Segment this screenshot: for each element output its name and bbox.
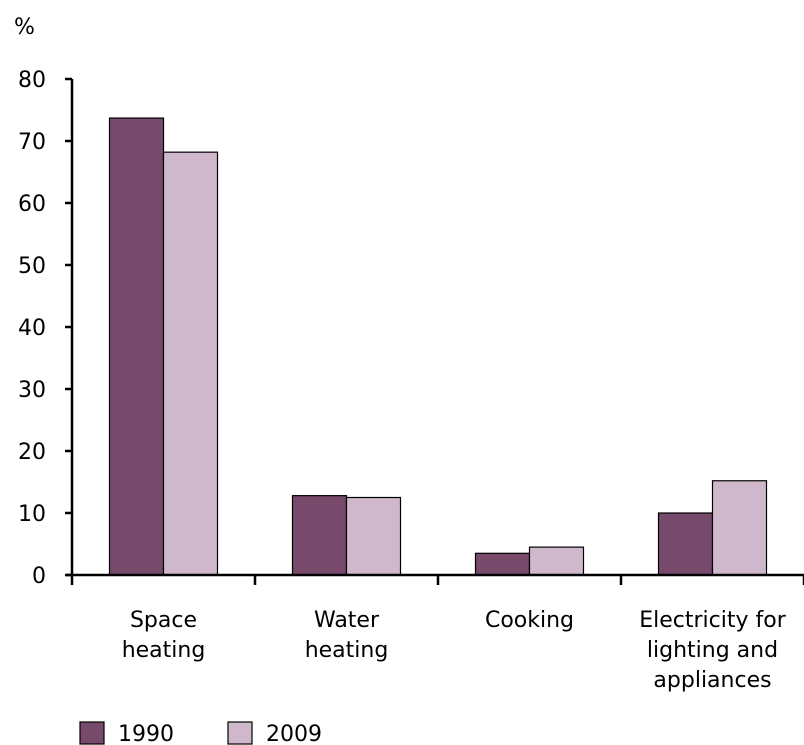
legend-swatch-1990 [79, 721, 105, 745]
legend: 1990 2009 [79, 721, 322, 745]
bars-group [108, 117, 768, 576]
y-axis-unit-label: % [14, 15, 35, 40]
legend-label-2009: 2009 [266, 722, 322, 745]
category-label-0: Space heating [122, 608, 206, 663]
y-tick-label-60: 60 [18, 192, 46, 217]
bar-1990-3 [657, 512, 714, 576]
legend-label-1990: 1990 [118, 722, 174, 745]
y-tick-label-30: 30 [18, 378, 46, 403]
category-label-2: Cooking [485, 608, 574, 633]
category-label-3: Electricity for lighting and appliances [639, 608, 786, 693]
legend-swatch-2009 [227, 721, 253, 745]
y-ticks-group: 0 10 20 30 40 50 60 70 80 [18, 68, 72, 589]
bar-1990-2 [474, 552, 531, 576]
category-label-1: Water heating [305, 608, 389, 663]
y-tick-label-0: 0 [32, 564, 46, 589]
bar-2009-2 [528, 546, 585, 576]
bar-1990-0 [108, 117, 165, 576]
y-tick-label-10: 10 [18, 502, 46, 527]
y-tick-label-20: 20 [18, 440, 46, 465]
bar-2009-3 [711, 480, 768, 576]
y-tick-label-50: 50 [18, 254, 46, 279]
y-tick-label-80: 80 [18, 68, 46, 93]
x-labels-group: Space heating Water heating Cooking Electrici… [122, 608, 787, 693]
y-tick-label-40: 40 [18, 316, 46, 341]
bar-1990-1 [291, 495, 348, 576]
y-tick-label-70: 70 [18, 130, 46, 155]
bar-2009-0 [162, 151, 219, 576]
bar-2009-1 [345, 496, 402, 576]
